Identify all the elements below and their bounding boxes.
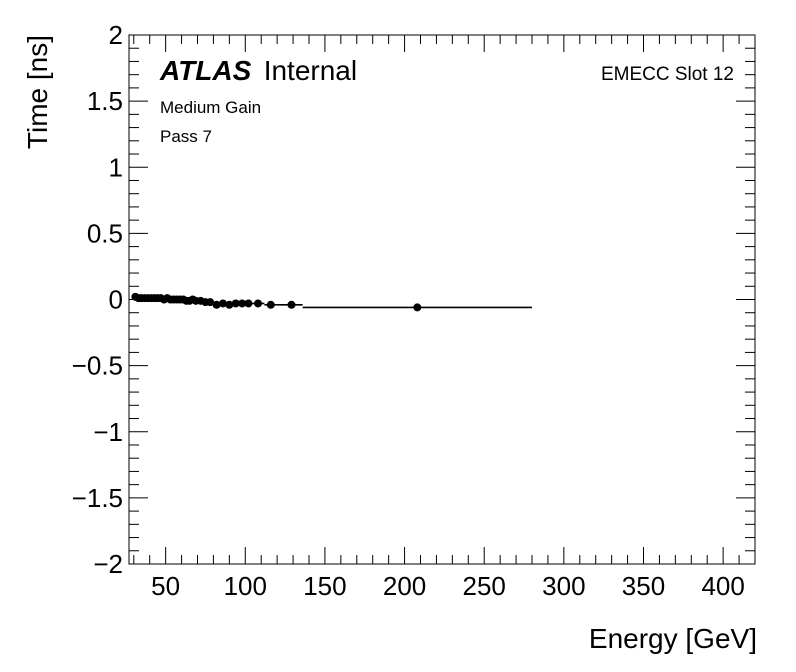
- x-tick-label: 100: [224, 571, 267, 601]
- y-tick-label: −2: [93, 549, 123, 579]
- y-tick-label: 1: [109, 152, 123, 182]
- slot-label: EMECC Slot 12: [601, 64, 734, 85]
- data-point: [413, 303, 422, 312]
- data-point: [254, 299, 263, 308]
- y-tick-label: 0: [109, 285, 123, 315]
- data-point: [231, 299, 240, 308]
- data-point: [218, 299, 227, 308]
- data-point: [225, 300, 234, 309]
- atlas-label: ATLAS Internal: [159, 55, 357, 86]
- x-tick-label: 350: [622, 571, 665, 601]
- data-point: [206, 298, 215, 307]
- y-tick-label: 1.5: [87, 86, 123, 116]
- x-axis-title: Energy [GeV]: [589, 623, 757, 654]
- x-tick-label: 250: [463, 571, 506, 601]
- data-point: [238, 299, 247, 308]
- data-point: [244, 299, 253, 308]
- data-points: [131, 292, 422, 312]
- y-axis-title: Time [ns]: [22, 35, 53, 149]
- data-point: [287, 300, 296, 309]
- y-axis-ticks: [129, 34, 755, 565]
- x-axis-tick-labels: 50 100 150 200 250 300 350 400: [151, 571, 745, 601]
- x-axis-ticks: [133, 35, 756, 564]
- y-tick-label: −1: [93, 417, 123, 447]
- atlas-status-label: Internal: [264, 55, 357, 86]
- data-point: [212, 300, 221, 309]
- y-tick-label: −1.5: [72, 483, 123, 513]
- atlas-label-bold: ATLAS: [159, 55, 252, 86]
- pass-annotation: Pass 7: [160, 127, 212, 146]
- y-axis-tick-labels: 2 1.5 1 0.5 0 −0.5 −1 −1.5 −2: [72, 20, 123, 579]
- y-tick-label: −0.5: [72, 351, 123, 381]
- y-tick-label: 2: [109, 20, 123, 50]
- x-tick-label: 150: [303, 571, 346, 601]
- gain-annotation: Medium Gain: [160, 98, 261, 117]
- x-tick-label: 300: [542, 571, 585, 601]
- x-tick-label: 400: [701, 571, 744, 601]
- y-tick-label: 0.5: [87, 218, 123, 248]
- data-point: [266, 300, 275, 309]
- x-tick-label: 200: [383, 571, 426, 601]
- x-tick-label: 50: [151, 571, 180, 601]
